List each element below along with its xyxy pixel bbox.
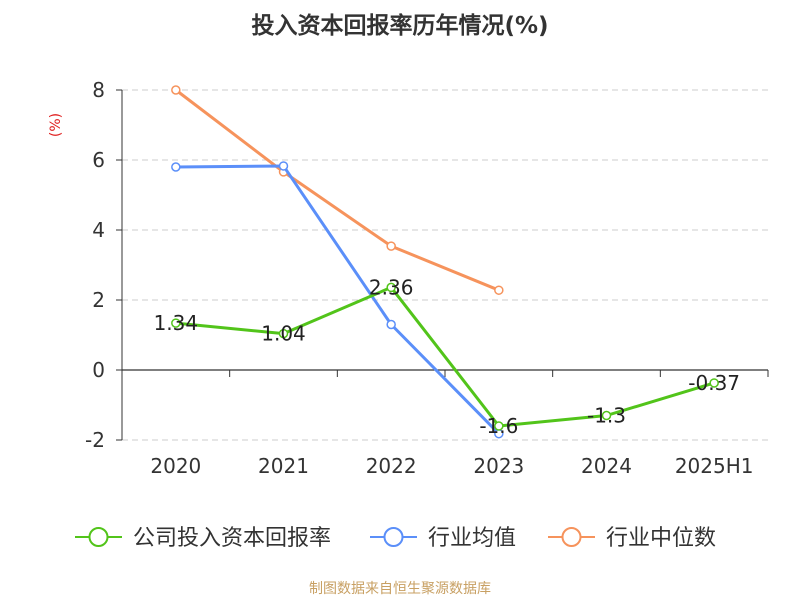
y-axis-unit-label: (%) xyxy=(48,113,64,137)
data-point[interactable] xyxy=(171,85,181,95)
data-label: 1.34 xyxy=(154,311,199,335)
grid-lines xyxy=(122,89,768,441)
data-point[interactable] xyxy=(278,161,289,171)
data-point[interactable] xyxy=(278,328,289,339)
data-label: -1.3 xyxy=(587,404,626,428)
y-tick-label: 0 xyxy=(92,358,105,382)
x-tick-label: 2024 xyxy=(581,454,632,478)
data-point[interactable] xyxy=(494,285,504,295)
legend-label[interactable]: 公司投入资本回报率 xyxy=(133,526,331,551)
legend-marker[interactable] xyxy=(383,527,404,547)
x-tick-label: 2025H1 xyxy=(675,454,754,478)
axes: -2 0 2 4 6 8 2020 2021 2022 2023 2024 2025H1 xyxy=(85,78,769,478)
data-point[interactable] xyxy=(494,421,504,431)
data-label: 2.36 xyxy=(369,275,414,299)
y-tick-label: 8 xyxy=(92,78,105,102)
data-point[interactable] xyxy=(386,319,396,330)
source-footer: 制图数据来自恒生聚源数据库 xyxy=(309,581,491,597)
legend-label[interactable]: 行业均值 xyxy=(428,526,516,551)
legend-marker[interactable] xyxy=(561,527,582,547)
data-point[interactable] xyxy=(171,318,181,328)
x-tick-label: 2021 xyxy=(258,454,309,478)
series-line xyxy=(175,164,500,435)
x-tick-label: 2023 xyxy=(473,454,524,478)
data-point[interactable] xyxy=(601,410,612,421)
y-tick-label: 2 xyxy=(92,288,105,312)
data-label: -0.37 xyxy=(688,371,740,395)
y-tick-label: 6 xyxy=(92,148,105,172)
data-label: 1.04 xyxy=(261,322,306,346)
series: 1.34 1.04 2.36 -1.6 -1.3 -0.37 xyxy=(154,85,740,439)
data-point[interactable] xyxy=(709,378,719,388)
legend-label[interactable]: 行业中位数 xyxy=(606,526,716,551)
legend-marker[interactable] xyxy=(88,527,109,547)
chart-title: 投入资本回报率历年情况(%) xyxy=(251,12,548,39)
data-label: -1.6 xyxy=(479,414,518,438)
y-tick-label: -2 xyxy=(85,428,105,452)
legend[interactable]: 公司投入资本回报率 行业均值 行业中位数 xyxy=(75,526,716,551)
x-tick-label: 2020 xyxy=(150,454,201,478)
data-point[interactable] xyxy=(386,282,396,293)
data-point[interactable] xyxy=(386,241,396,251)
series-line xyxy=(174,88,500,292)
series-line xyxy=(175,285,715,428)
data-point[interactable] xyxy=(171,162,181,172)
y-tick-label: 4 xyxy=(92,218,105,242)
x-tick-label: 2022 xyxy=(366,454,417,478)
